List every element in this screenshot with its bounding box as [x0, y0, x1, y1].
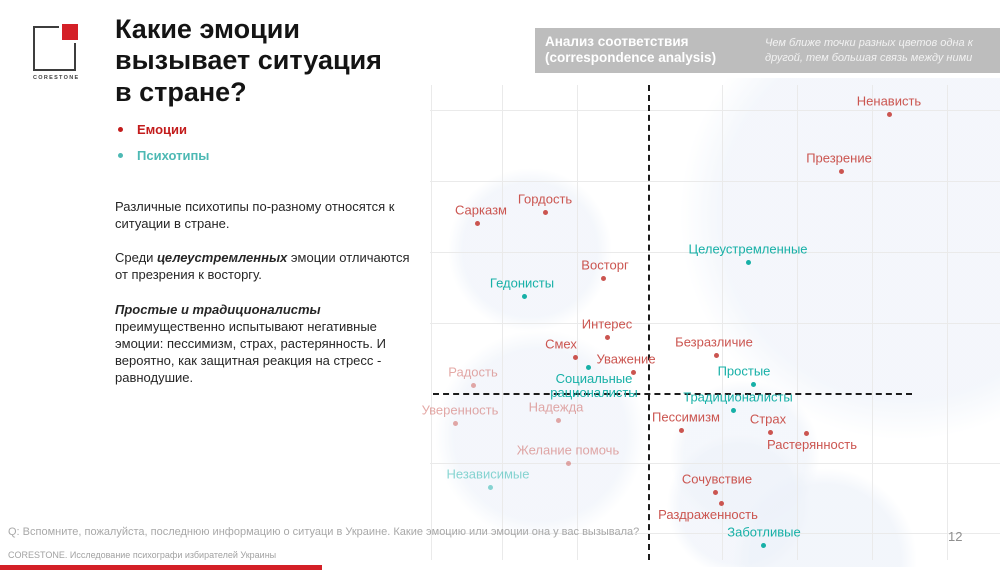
point-dot: [838, 168, 844, 174]
logo-brand-text: CORESTONE: [33, 75, 80, 81]
point-label: Желание помочь: [516, 442, 620, 458]
gridline-horizontal: [430, 533, 1000, 534]
point-dot: [452, 420, 458, 426]
bullet-icon: [118, 127, 123, 132]
point-label: Надежда: [528, 399, 584, 415]
point-label: Простые: [717, 363, 771, 379]
intro-paragraph-3: Простые и традиционалисты преимущественн…: [115, 301, 411, 387]
point-label: Безразличие: [675, 334, 753, 350]
point-label: Гедонисты: [489, 275, 555, 291]
gridline-vertical: [947, 85, 948, 560]
legend-item-label: Психотипы: [137, 148, 210, 163]
gridline-vertical: [577, 85, 578, 560]
point-dot: [718, 500, 724, 506]
point-label: Раздраженность: [658, 507, 758, 522]
point-label: Целеустремленные: [688, 241, 808, 257]
gridline-horizontal: [430, 110, 1000, 111]
gridline-vertical: [722, 85, 723, 560]
footer-source: CORESTONE. Исследование психографи избир…: [8, 550, 277, 560]
analysis-header-bar: Анализ соответствия (correspondence anal…: [535, 28, 1000, 73]
intro-paragraph-1: Различные психотипы по-разному относятся…: [115, 198, 411, 232]
point-label: Сочувствие: [681, 471, 753, 487]
point-label: Заботливые: [727, 524, 801, 540]
point-label: Уважение: [596, 351, 656, 367]
emphasis-text: Простые и традиционалисты: [115, 301, 321, 317]
page-number: 12: [948, 529, 963, 544]
legend-item-psychotypes: Психотипы: [118, 148, 209, 163]
point-label: Ненависть: [856, 93, 922, 109]
point-label: Интерес: [581, 316, 633, 332]
point-dot: [600, 275, 606, 281]
point-dot: [521, 293, 527, 299]
chart-layer: Ненависть Презрение Сарказм Гордость Восторг…: [420, 78, 1000, 567]
point-label: Независимые: [446, 466, 530, 482]
point-dot: [585, 364, 591, 370]
point-dot: [767, 429, 773, 435]
gridline-vertical: [797, 85, 798, 560]
chart-legend: Емоции Психотипы: [118, 122, 209, 174]
point-dot: [678, 427, 684, 433]
point-label: Восторг: [581, 257, 629, 273]
gridline-horizontal: [430, 181, 1000, 182]
point-dot: [604, 334, 610, 340]
emphasis-text: целеустремленных: [157, 250, 288, 266]
point-dot: [745, 259, 751, 265]
point-dot: [713, 352, 719, 358]
point-label: Радость: [448, 364, 498, 380]
point-label: Традиционалисты: [683, 389, 793, 405]
paragraph-text: Различные психотипы по-разному относятся…: [115, 199, 395, 232]
analysis-header-title: Анализ соответствия (correspondence anal…: [545, 34, 717, 66]
gridline-horizontal: [430, 463, 1000, 464]
point-label: Уверенность: [421, 402, 499, 418]
gridline-vertical: [431, 85, 432, 560]
point-label: Презрение: [806, 150, 872, 166]
legend-item-emotions: Емоции: [118, 122, 209, 137]
logo: CORESTONE: [33, 24, 83, 81]
intro-text: Различные психотипы по-разному относятся…: [115, 198, 411, 403]
page-title: Какие эмоции вызывает ситуация в стране?: [115, 14, 382, 107]
gridline-horizontal: [430, 323, 1000, 324]
background-bubble: [448, 168, 612, 332]
point-dot: [760, 542, 766, 548]
point-label: Пессимизм: [652, 409, 720, 425]
point-label: Гордость: [517, 191, 573, 207]
point-dot: [487, 484, 493, 490]
point-label: Растерянность: [767, 437, 857, 452]
logo-square-icon: [33, 24, 78, 71]
point-dot: [572, 354, 578, 360]
point-dot: [542, 209, 548, 215]
point-label: Сарказм: [455, 202, 507, 218]
dashed-axis-vertical: [648, 85, 650, 560]
point-dot: [803, 430, 809, 436]
point-label: Страх: [749, 411, 787, 427]
point-dot: [555, 417, 561, 423]
gridline-vertical: [872, 85, 873, 560]
point-dot: [712, 489, 718, 495]
bottom-accent-bar: [0, 565, 322, 570]
bullet-icon: [118, 153, 123, 158]
point-dot: [886, 111, 892, 117]
point-label: Социальные рационалисты: [550, 371, 638, 400]
point-dot: [730, 407, 736, 413]
logo-red-square-icon: [62, 24, 78, 40]
gridline-vertical: [502, 85, 503, 560]
analysis-header-note: Чем ближе точки разных цветов одна к дру…: [765, 37, 973, 64]
footer-question: Q: Вспомните, пожалуйста, последнюю инфо…: [8, 526, 640, 538]
point-label: Смех: [545, 336, 577, 352]
point-dot: [630, 369, 636, 375]
paragraph-text: Среди: [115, 250, 158, 266]
paragraph-text: преимущественно испытывают негативные эм…: [115, 318, 386, 386]
background-bubble: [435, 330, 645, 540]
paragraph-text: эмоции отличаются от презрения к восторг…: [115, 250, 410, 283]
point-dot: [750, 381, 756, 387]
point-dot: [565, 460, 571, 466]
point-dot: [470, 382, 476, 388]
point-dot: [474, 220, 480, 226]
legend-item-label: Емоции: [137, 122, 188, 137]
intro-paragraph-2: Среди целеустремленных эмоции отличаются…: [115, 249, 411, 283]
dashed-axis-horizontal: [433, 393, 912, 395]
gridline-horizontal: [430, 252, 1000, 253]
